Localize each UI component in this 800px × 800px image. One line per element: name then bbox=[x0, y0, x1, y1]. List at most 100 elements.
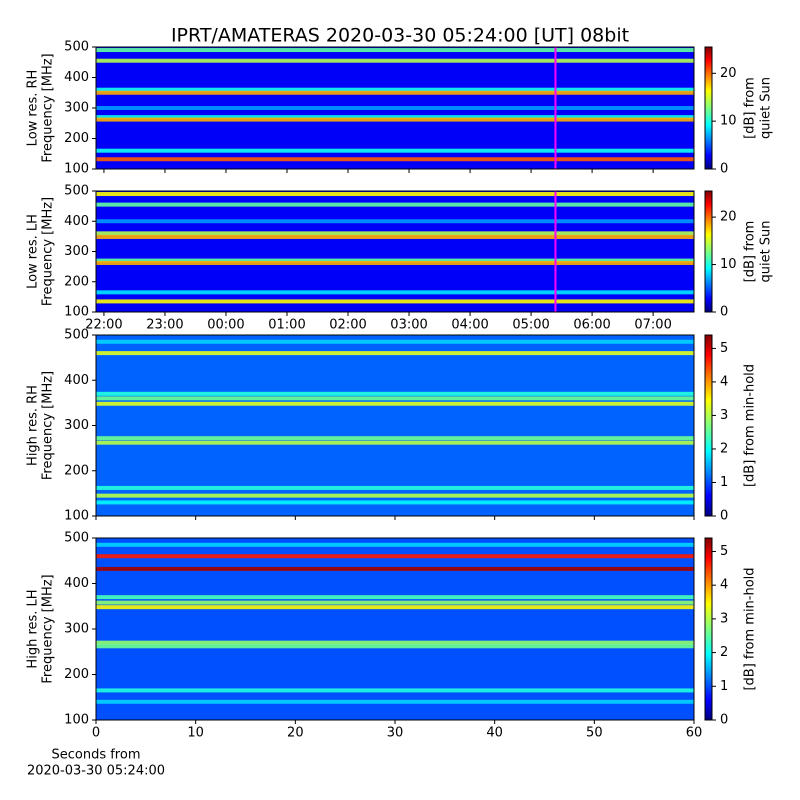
x-tick-label: 02:00 bbox=[329, 318, 366, 333]
emission-band bbox=[96, 493, 694, 498]
emission-band bbox=[96, 192, 694, 197]
x-tick-label: 04:00 bbox=[451, 318, 488, 333]
emission-band bbox=[96, 87, 694, 92]
y-tick-label: 200 bbox=[64, 131, 89, 146]
emission-band bbox=[96, 351, 694, 356]
spectrogram-background bbox=[96, 538, 694, 720]
y-tick-label: 100 bbox=[64, 162, 89, 177]
emission-band bbox=[96, 391, 694, 396]
colorbar-tick-label: 4 bbox=[720, 578, 728, 593]
colorbar-label: [dB] from min-hold bbox=[743, 364, 758, 487]
y-axis-label: Low res. LH bbox=[26, 214, 41, 289]
y-tick-label: 400 bbox=[64, 576, 89, 591]
y-tick-label: 400 bbox=[64, 214, 89, 229]
emission-band bbox=[96, 699, 694, 704]
y-axis-label: Frequency [MHz] bbox=[41, 371, 56, 480]
y-axis-label: Frequency [MHz] bbox=[41, 574, 56, 683]
colorbar-tick-label: 1 bbox=[720, 475, 728, 490]
emission-band bbox=[96, 688, 694, 693]
x-tick-label: 22:00 bbox=[85, 318, 122, 333]
colorbar-label: [dB] from bbox=[743, 77, 758, 139]
emission-band bbox=[96, 542, 694, 547]
x-tick-label: 01:00 bbox=[268, 318, 305, 333]
x-tick-label: 03:00 bbox=[390, 318, 427, 333]
x-tick-label: 60 bbox=[686, 726, 703, 741]
emission-band bbox=[96, 117, 694, 122]
colorbar-tick-label: 0 bbox=[720, 509, 728, 524]
emission-band bbox=[96, 260, 694, 265]
y-axis-label: High res. LH bbox=[26, 589, 41, 668]
colorbar-label: quiet Sun bbox=[759, 77, 774, 139]
emission-band bbox=[96, 566, 694, 571]
x-axis-label: Seconds from bbox=[51, 748, 140, 763]
x-tick-label: 07:00 bbox=[634, 318, 671, 333]
x-tick-label: 06:00 bbox=[573, 318, 610, 333]
x-tick-label: 0 bbox=[92, 726, 100, 741]
colorbar bbox=[704, 537, 713, 721]
x-tick-label: 40 bbox=[486, 726, 503, 741]
emission-band bbox=[96, 640, 694, 645]
emission-band bbox=[96, 106, 694, 110]
colorbar-tick-label: 2 bbox=[720, 645, 728, 660]
emission-band bbox=[96, 554, 694, 559]
emission-band bbox=[96, 258, 694, 263]
y-tick-label: 200 bbox=[64, 667, 89, 682]
emission-band bbox=[96, 290, 694, 295]
y-tick-label: 200 bbox=[64, 274, 89, 289]
emission-band bbox=[96, 500, 694, 505]
x-axis-label: 2020-03-30 05:24:00 bbox=[27, 764, 165, 779]
y-tick-label: 500 bbox=[64, 531, 89, 546]
emission-band bbox=[96, 148, 694, 153]
colorbar-tick-label: 5 bbox=[720, 341, 728, 356]
y-axis-label: Low res. RH bbox=[26, 70, 41, 147]
x-tick-label: 10 bbox=[187, 726, 204, 741]
y-tick-label: 400 bbox=[64, 373, 89, 388]
y-tick-label: 100 bbox=[64, 509, 89, 524]
y-tick-label: 300 bbox=[64, 101, 89, 116]
emission-band bbox=[96, 157, 694, 162]
colorbar-tick-label: 10 bbox=[720, 114, 737, 129]
y-axis-label: Frequency [MHz] bbox=[41, 197, 56, 306]
x-tick-label: 20 bbox=[287, 726, 304, 741]
emission-band bbox=[96, 115, 694, 120]
colorbar-tick-label: 0 bbox=[720, 713, 728, 728]
colorbar-label: [dB] from bbox=[743, 221, 758, 283]
colorbar bbox=[704, 46, 713, 170]
x-tick-label: 23:00 bbox=[146, 318, 183, 333]
colorbar-tick-label: 3 bbox=[720, 611, 728, 626]
emission-band bbox=[96, 219, 694, 224]
colorbar-label: quiet Sun bbox=[759, 220, 774, 282]
colorbar-tick-label: 4 bbox=[720, 374, 728, 389]
spectrogram-background bbox=[96, 335, 694, 516]
y-axis-label: High res. RH bbox=[26, 385, 41, 466]
emission-band bbox=[96, 644, 694, 649]
colorbar-tick-label: 3 bbox=[720, 408, 728, 423]
colorbar-tick-label: 20 bbox=[720, 66, 737, 81]
x-tick-label: 30 bbox=[387, 726, 404, 741]
emission-band bbox=[96, 396, 694, 401]
emission-band bbox=[96, 231, 694, 236]
colorbar bbox=[704, 190, 713, 313]
y-tick-label: 200 bbox=[64, 463, 89, 478]
y-tick-label: 300 bbox=[64, 244, 89, 259]
y-tick-label: 400 bbox=[64, 70, 89, 85]
x-tick-label: 00:00 bbox=[207, 318, 244, 333]
emission-band bbox=[96, 339, 694, 344]
y-tick-label: 300 bbox=[64, 418, 89, 433]
colorbar-tick-label: 20 bbox=[720, 210, 737, 225]
emission-band bbox=[96, 90, 694, 95]
y-tick-label: 100 bbox=[64, 713, 89, 728]
chart-title: IPRT/AMATERAS 2020-03-30 05:24:00 [UT] 0… bbox=[171, 25, 629, 47]
emission-band bbox=[96, 299, 694, 304]
y-tick-label: 500 bbox=[64, 40, 89, 55]
colorbar-tick-label: 10 bbox=[720, 257, 737, 272]
colorbar-tick-label: 2 bbox=[720, 441, 728, 456]
emission-band bbox=[96, 440, 694, 445]
emission-band bbox=[96, 595, 694, 600]
colorbar bbox=[704, 334, 713, 517]
emission-band bbox=[96, 605, 694, 610]
y-tick-label: 500 bbox=[64, 184, 89, 199]
x-tick-label: 05:00 bbox=[512, 318, 549, 333]
